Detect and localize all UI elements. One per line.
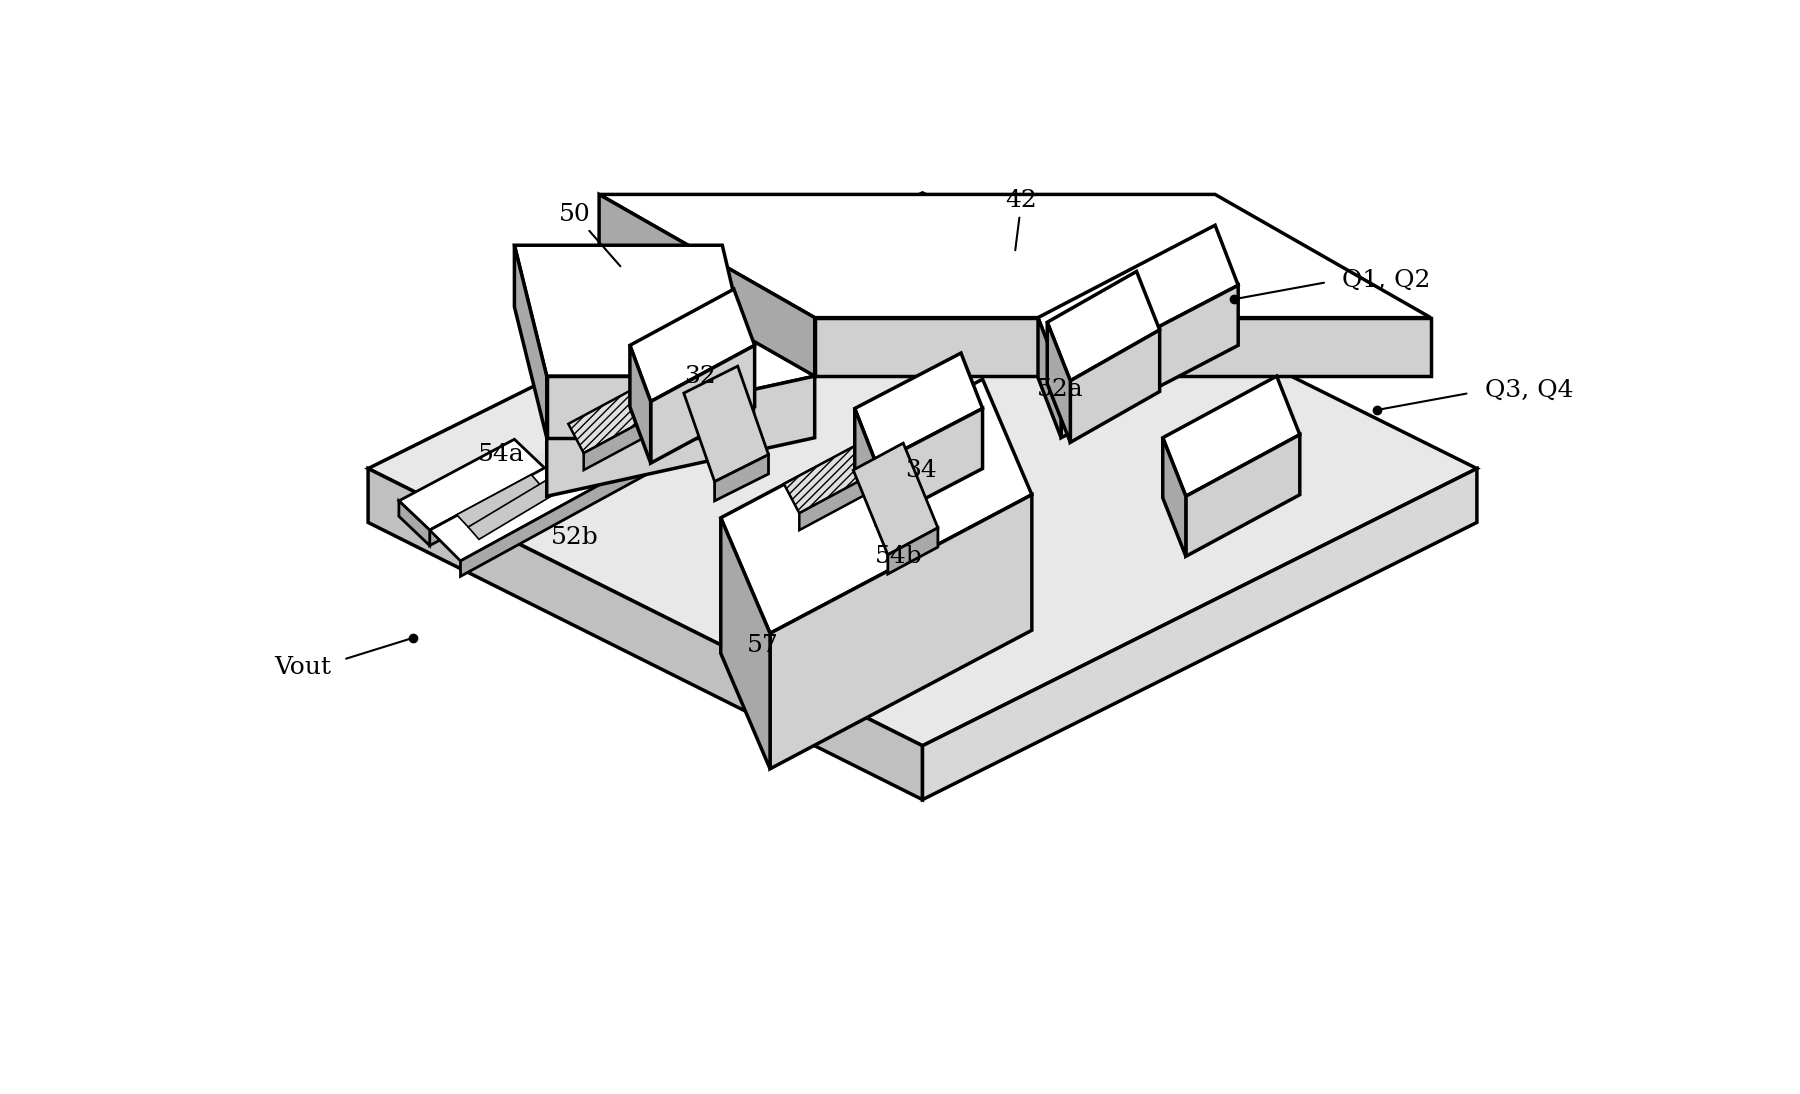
Text: 32: 32 xyxy=(684,364,716,387)
Polygon shape xyxy=(599,195,1431,317)
Polygon shape xyxy=(877,408,983,524)
Text: Q3, Q4: Q3, Q4 xyxy=(1485,379,1573,401)
Text: Vout: Vout xyxy=(274,655,331,678)
Polygon shape xyxy=(1039,317,1060,438)
Text: 52a: 52a xyxy=(1037,377,1084,400)
Polygon shape xyxy=(720,380,1031,633)
Polygon shape xyxy=(369,193,1476,746)
Polygon shape xyxy=(630,289,754,401)
Polygon shape xyxy=(855,408,877,524)
Polygon shape xyxy=(715,455,769,501)
Text: 42: 42 xyxy=(1006,189,1037,251)
Polygon shape xyxy=(1186,434,1300,557)
Polygon shape xyxy=(630,346,650,463)
Polygon shape xyxy=(547,376,752,438)
Polygon shape xyxy=(684,366,769,481)
Polygon shape xyxy=(1039,225,1238,377)
Polygon shape xyxy=(369,468,922,800)
Text: 54b: 54b xyxy=(875,545,923,568)
Polygon shape xyxy=(1060,286,1238,438)
Text: 54a: 54a xyxy=(477,443,524,466)
Polygon shape xyxy=(922,468,1476,800)
Polygon shape xyxy=(1048,323,1071,442)
Polygon shape xyxy=(720,517,770,769)
Polygon shape xyxy=(437,369,767,517)
Polygon shape xyxy=(785,393,968,513)
Polygon shape xyxy=(400,440,545,531)
Polygon shape xyxy=(583,362,752,470)
Polygon shape xyxy=(1071,330,1159,442)
Polygon shape xyxy=(799,422,968,531)
Polygon shape xyxy=(1048,271,1159,381)
Polygon shape xyxy=(457,475,542,527)
Polygon shape xyxy=(515,245,752,376)
Polygon shape xyxy=(515,245,547,438)
Polygon shape xyxy=(853,443,938,555)
Polygon shape xyxy=(430,468,545,546)
Polygon shape xyxy=(430,372,752,561)
Text: 50: 50 xyxy=(560,203,621,266)
Text: 34: 34 xyxy=(905,458,938,481)
Polygon shape xyxy=(1163,438,1186,557)
Polygon shape xyxy=(815,317,1431,376)
Polygon shape xyxy=(770,494,1031,769)
Polygon shape xyxy=(547,376,815,497)
Polygon shape xyxy=(1163,376,1300,497)
Polygon shape xyxy=(547,317,815,434)
Polygon shape xyxy=(461,400,752,577)
Polygon shape xyxy=(722,347,799,400)
Text: 52b: 52b xyxy=(551,526,599,549)
Text: Q1, Q2: Q1, Q2 xyxy=(1343,268,1431,291)
Polygon shape xyxy=(855,353,983,464)
Polygon shape xyxy=(468,384,718,539)
Polygon shape xyxy=(569,333,752,453)
Polygon shape xyxy=(599,195,815,376)
Polygon shape xyxy=(887,527,938,574)
Text: 57: 57 xyxy=(747,635,779,657)
Polygon shape xyxy=(650,346,754,463)
Polygon shape xyxy=(400,501,430,546)
